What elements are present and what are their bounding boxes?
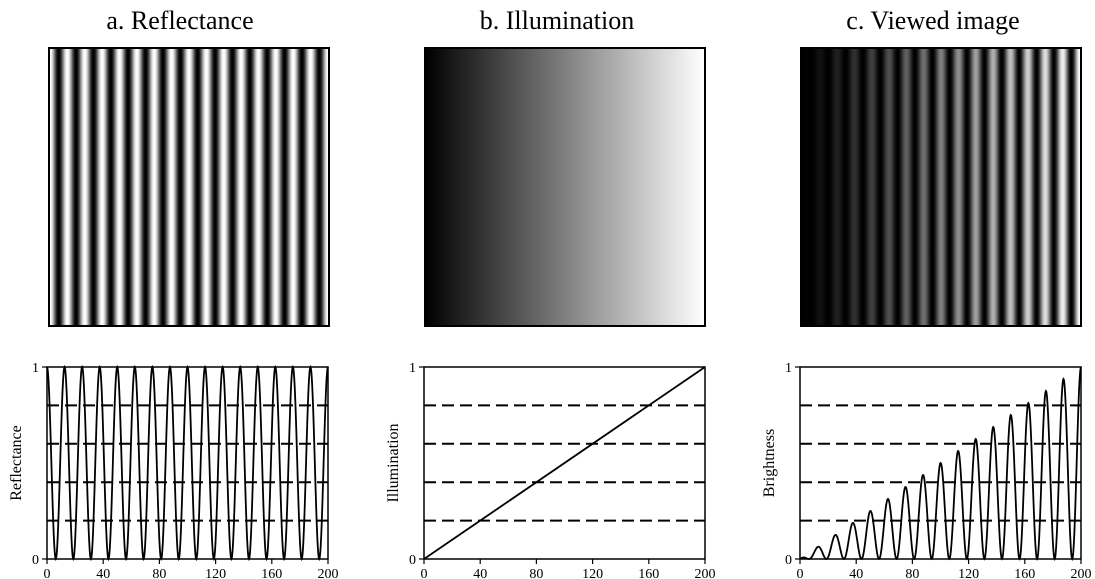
series-line: [423, 366, 706, 560]
y-axis-label: Reflectance: [8, 425, 25, 501]
y-tick-label: 0: [409, 553, 416, 568]
x-tick-label: 80: [905, 567, 919, 579]
x-tick-label: 200: [1071, 567, 1092, 579]
y-axis-label: Brightness: [761, 429, 778, 497]
axis-frame: [799, 366, 1082, 560]
panel-reflectance: a. Reflectance 0408012016020001Column nu…: [0, 0, 360, 579]
x-tick-label: 40: [849, 567, 863, 579]
brightness-chart: 0408012016020001Column numberBrightness: [761, 361, 1092, 579]
x-tick-label: 120: [205, 567, 226, 579]
y-tick-label: 1: [32, 361, 39, 376]
x-tick-label: 80: [152, 567, 166, 579]
y-tick-label: 1: [409, 361, 416, 376]
x-tick-label: 120: [958, 567, 979, 579]
panel-viewed-image: c. Viewed image 0408012016020001Column n…: [753, 0, 1095, 579]
viewed-image: [800, 47, 1082, 327]
x-tick-label: 160: [261, 567, 282, 579]
panel-title: c. Viewed image: [846, 6, 1020, 35]
series-line: [799, 366, 1082, 562]
y-tick-label: 0: [785, 553, 792, 568]
illumination-chart: 0408012016020001Column numberIlluminatio…: [385, 361, 716, 579]
x-tick-label: 120: [582, 567, 603, 579]
x-tick-label: 160: [638, 567, 659, 579]
y-tick-label: 0: [32, 553, 39, 568]
x-tick-label: 40: [96, 567, 110, 579]
axis-frame: [46, 366, 329, 560]
series-line: [46, 364, 329, 562]
panel-title: a. Reflectance: [106, 6, 254, 35]
x-tick-label: 0: [797, 567, 804, 579]
reflectance-image: [48, 47, 330, 327]
x-tick-label: 200: [695, 567, 716, 579]
x-tick-label: 0: [421, 567, 428, 579]
reflectance-chart: 0408012016020001Column numberReflectance: [8, 361, 339, 579]
y-axis-label: Illumination: [385, 423, 402, 502]
panel-title: b. Illumination: [479, 6, 635, 35]
x-tick-label: 160: [1014, 567, 1035, 579]
x-tick-label: 200: [318, 567, 339, 579]
axis-frame: [423, 366, 706, 560]
illumination-image: [424, 47, 706, 327]
y-tick-label: 1: [785, 361, 792, 376]
x-tick-label: 80: [529, 567, 543, 579]
panel-illumination: b. Illumination 0408012016020001Column n…: [377, 0, 737, 579]
x-tick-label: 0: [44, 567, 51, 579]
x-tick-label: 40: [473, 567, 487, 579]
